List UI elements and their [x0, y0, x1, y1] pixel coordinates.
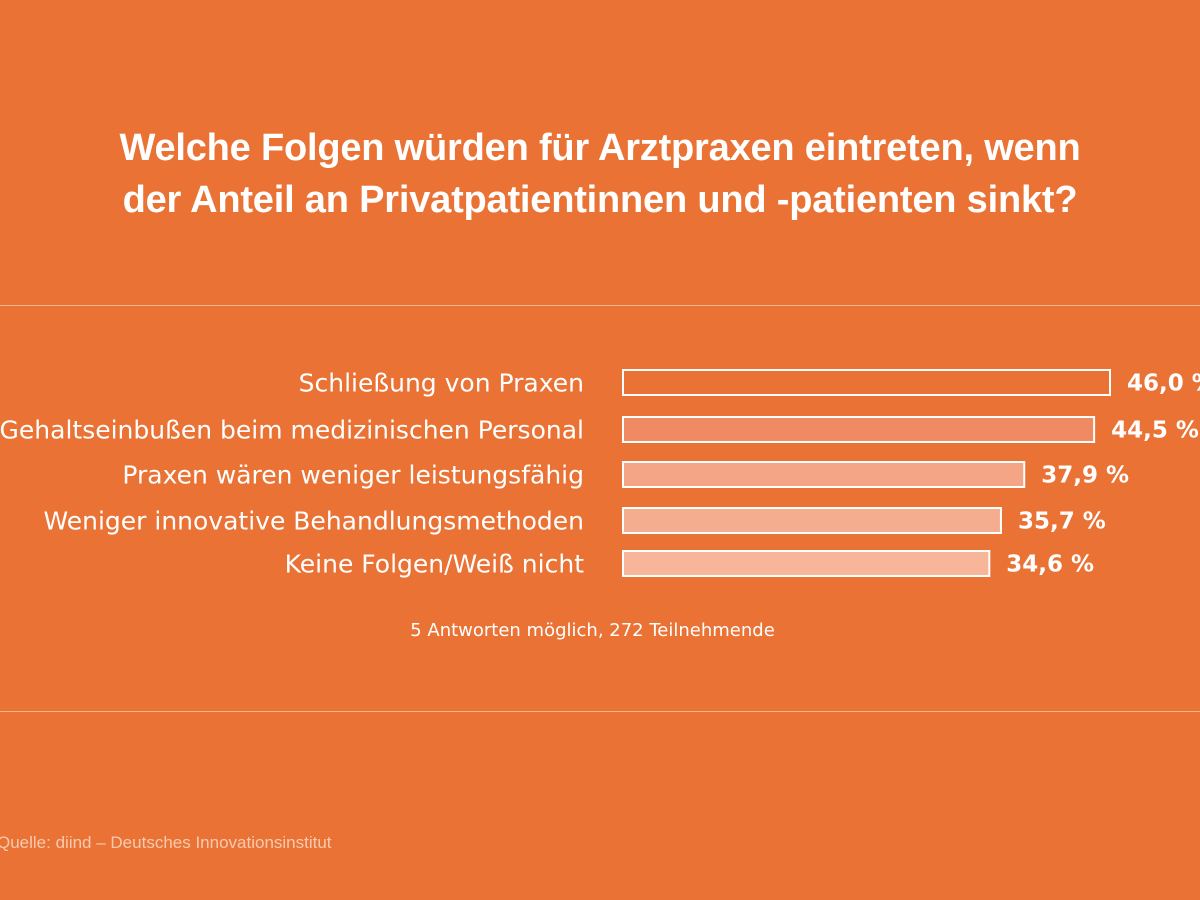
chart-title: Welche Folgen würden für Arztpraxen eint…	[0, 122, 1200, 226]
bar	[622, 416, 1096, 443]
chart-title-line-2: der Anteil an Privatpatientinnen und -pa…	[122, 179, 1078, 221]
category-label: Schließung von Praxen	[299, 369, 584, 398]
value-label: 34,6 %	[1006, 552, 1094, 578]
bar	[622, 369, 1111, 396]
value-label: 37,9 %	[1041, 463, 1129, 489]
value-label: 35,7 %	[1018, 509, 1106, 535]
source-credit: Quelle: diind – Deutsches Innovationsins…	[0, 833, 332, 852]
category-label: Gehaltseinbußen beim medizinischen Perso…	[0, 416, 584, 445]
bar	[622, 461, 1026, 488]
bar	[622, 507, 1002, 534]
value-label: 44,5 %	[1111, 418, 1199, 444]
bottom-divider	[0, 711, 1200, 712]
value-label: 46,0 %	[1127, 371, 1200, 397]
chart-title-line-1: Welche Folgen würden für Arztpraxen eint…	[119, 127, 1081, 169]
chart-note: 5 Antworten möglich, 272 Teilnehmende	[410, 620, 775, 641]
category-label: Praxen wären weniger leistungsfähig	[122, 461, 584, 490]
top-divider	[0, 305, 1200, 306]
category-label: Keine Folgen/Weiß nicht	[285, 550, 585, 579]
category-label: Weniger innovative Behandlungsmethoden	[43, 507, 584, 536]
bar	[622, 550, 991, 577]
